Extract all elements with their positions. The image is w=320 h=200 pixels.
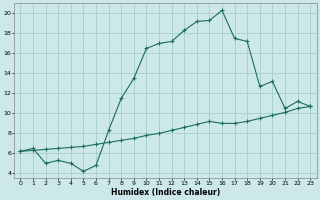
X-axis label: Humidex (Indice chaleur): Humidex (Indice chaleur) — [111, 188, 220, 197]
